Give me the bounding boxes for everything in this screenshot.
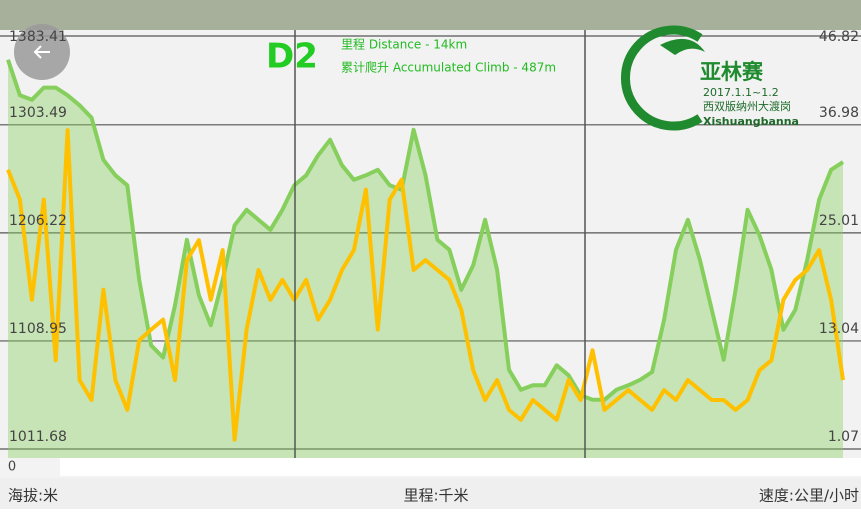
logo-place-en: Xishuangbanna	[703, 115, 799, 128]
screen: D2 里程 Distance - 14km 累计爬升 Accumulated C…	[0, 0, 861, 509]
annotation: 累计爬升 Accumulated Climb - 487m	[341, 61, 556, 75]
y-tick-label: 1206.22	[9, 213, 67, 229]
y2-tick-label: 1.07	[828, 429, 859, 445]
y2-tick-label: 36.98	[819, 105, 859, 121]
y2-tick-label: 25.01	[819, 213, 859, 229]
y2-tick-label: 13.04	[819, 321, 859, 337]
bottom-band	[60, 458, 861, 476]
y-tick-label: 1383.41	[9, 29, 67, 45]
y2-axis-label: 速度:公里/小时	[759, 487, 859, 505]
y2-tick-label: 46.82	[819, 29, 859, 45]
y-tick-label: 1303.49	[9, 105, 67, 121]
y-axis-label: 海拔:米	[8, 487, 58, 505]
chart-title: D2	[266, 37, 318, 77]
map-strip	[0, 0, 861, 30]
logo-name: 亚林赛	[700, 60, 764, 84]
logo-place: 西双版纳州大渡岗	[703, 99, 791, 113]
y-tick-label: 1011.68	[9, 429, 67, 445]
x-tick-label: 0	[8, 460, 16, 475]
x-axis-label: 里程:千米	[403, 487, 468, 505]
annotation: 里程 Distance - 14km	[341, 37, 467, 52]
y-tick-label: 1108.95	[9, 321, 67, 337]
logo-date: 2017.1.1~1.2	[703, 86, 779, 99]
